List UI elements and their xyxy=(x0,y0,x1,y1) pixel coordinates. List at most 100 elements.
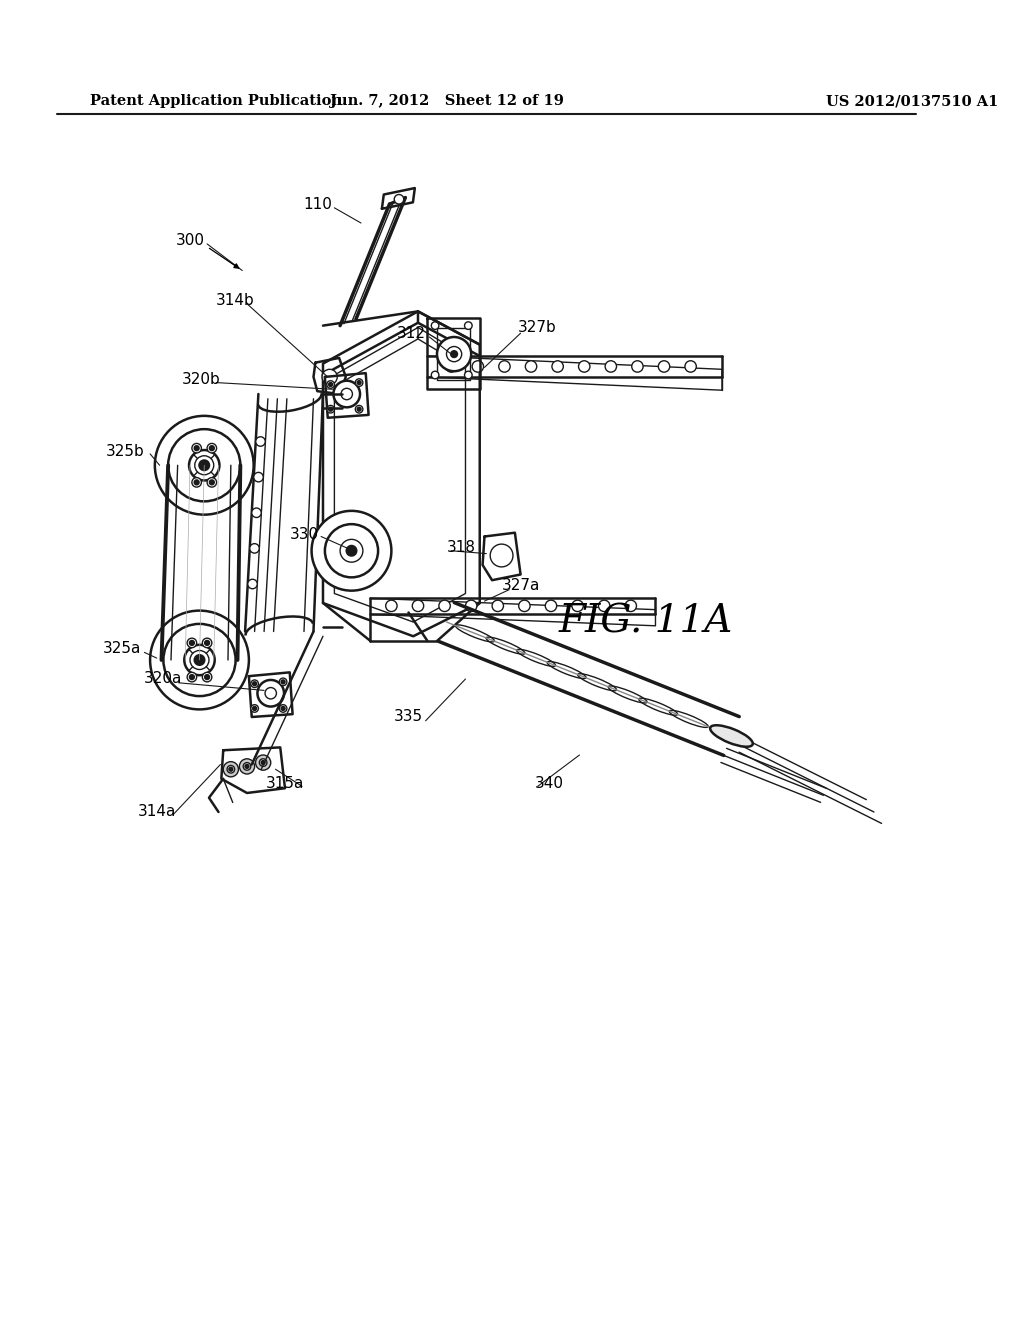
Circle shape xyxy=(452,351,457,356)
Circle shape xyxy=(431,322,439,330)
Circle shape xyxy=(164,624,236,696)
Circle shape xyxy=(265,688,276,700)
Circle shape xyxy=(168,429,241,502)
Circle shape xyxy=(658,360,670,372)
Circle shape xyxy=(195,655,204,665)
Circle shape xyxy=(248,579,257,589)
Text: 327a: 327a xyxy=(502,578,540,594)
Circle shape xyxy=(195,455,214,475)
Text: 110: 110 xyxy=(304,197,333,211)
Circle shape xyxy=(187,638,197,648)
Circle shape xyxy=(446,347,462,362)
Circle shape xyxy=(465,322,472,330)
Circle shape xyxy=(282,708,285,710)
Circle shape xyxy=(355,379,362,387)
Circle shape xyxy=(347,546,356,556)
Circle shape xyxy=(240,759,255,774)
Text: 320a: 320a xyxy=(144,672,182,686)
Circle shape xyxy=(394,194,403,205)
Circle shape xyxy=(151,611,249,709)
Circle shape xyxy=(413,601,424,611)
Circle shape xyxy=(325,524,378,577)
Text: 312: 312 xyxy=(397,326,426,341)
Circle shape xyxy=(327,380,335,388)
Circle shape xyxy=(280,678,287,685)
Circle shape xyxy=(329,383,332,385)
Circle shape xyxy=(259,759,267,767)
Circle shape xyxy=(184,644,215,676)
Circle shape xyxy=(252,508,261,517)
Text: 327b: 327b xyxy=(517,319,556,335)
Circle shape xyxy=(490,544,513,566)
Circle shape xyxy=(251,680,258,688)
Text: 340: 340 xyxy=(535,776,563,791)
Text: 320b: 320b xyxy=(182,372,221,387)
Circle shape xyxy=(187,672,197,682)
Circle shape xyxy=(191,478,202,487)
Circle shape xyxy=(525,360,537,372)
Circle shape xyxy=(210,480,214,484)
Circle shape xyxy=(191,444,202,453)
Text: 318: 318 xyxy=(447,540,476,556)
Circle shape xyxy=(598,601,610,611)
Circle shape xyxy=(243,763,251,770)
Circle shape xyxy=(322,370,337,384)
Circle shape xyxy=(280,705,287,713)
Text: FIG. 11A: FIG. 11A xyxy=(559,603,733,640)
Circle shape xyxy=(552,360,563,372)
Circle shape xyxy=(190,651,209,669)
Circle shape xyxy=(155,416,254,515)
Circle shape xyxy=(632,360,643,372)
Circle shape xyxy=(257,680,284,706)
Circle shape xyxy=(445,360,457,372)
Circle shape xyxy=(431,371,439,379)
Circle shape xyxy=(605,360,616,372)
Circle shape xyxy=(195,480,199,484)
Circle shape xyxy=(341,388,352,400)
Circle shape xyxy=(439,601,451,611)
Circle shape xyxy=(571,601,584,611)
Circle shape xyxy=(254,473,263,482)
Text: 314b: 314b xyxy=(216,293,255,309)
Circle shape xyxy=(357,408,360,411)
Circle shape xyxy=(282,680,285,684)
Circle shape xyxy=(311,511,391,590)
Circle shape xyxy=(207,478,217,487)
Circle shape xyxy=(210,446,214,450)
Circle shape xyxy=(205,642,209,644)
Circle shape xyxy=(246,766,249,768)
Text: 325b: 325b xyxy=(106,444,144,458)
Circle shape xyxy=(493,601,504,611)
Circle shape xyxy=(200,461,209,470)
Text: 325a: 325a xyxy=(102,642,140,656)
Circle shape xyxy=(190,642,194,644)
Circle shape xyxy=(519,601,530,611)
Circle shape xyxy=(189,450,219,480)
Circle shape xyxy=(227,766,234,774)
Text: Patent Application Publication: Patent Application Publication xyxy=(90,95,342,108)
Text: 300: 300 xyxy=(175,232,205,248)
Circle shape xyxy=(329,408,332,411)
Circle shape xyxy=(190,676,194,678)
Text: 314a: 314a xyxy=(137,804,176,820)
Circle shape xyxy=(355,405,362,413)
Circle shape xyxy=(203,672,212,682)
Circle shape xyxy=(205,676,209,678)
Circle shape xyxy=(340,540,362,562)
Circle shape xyxy=(357,381,360,384)
Circle shape xyxy=(685,360,696,372)
Circle shape xyxy=(579,360,590,372)
Circle shape xyxy=(334,380,360,408)
Circle shape xyxy=(437,337,471,371)
Ellipse shape xyxy=(710,725,753,747)
Text: 315a: 315a xyxy=(266,776,304,791)
Circle shape xyxy=(466,601,477,611)
Circle shape xyxy=(256,437,265,446)
Circle shape xyxy=(207,444,217,453)
Circle shape xyxy=(203,638,212,648)
Circle shape xyxy=(465,371,472,379)
Circle shape xyxy=(472,360,483,372)
Circle shape xyxy=(253,682,256,685)
Text: Jun. 7, 2012   Sheet 12 of 19: Jun. 7, 2012 Sheet 12 of 19 xyxy=(330,95,563,108)
Circle shape xyxy=(250,544,259,553)
